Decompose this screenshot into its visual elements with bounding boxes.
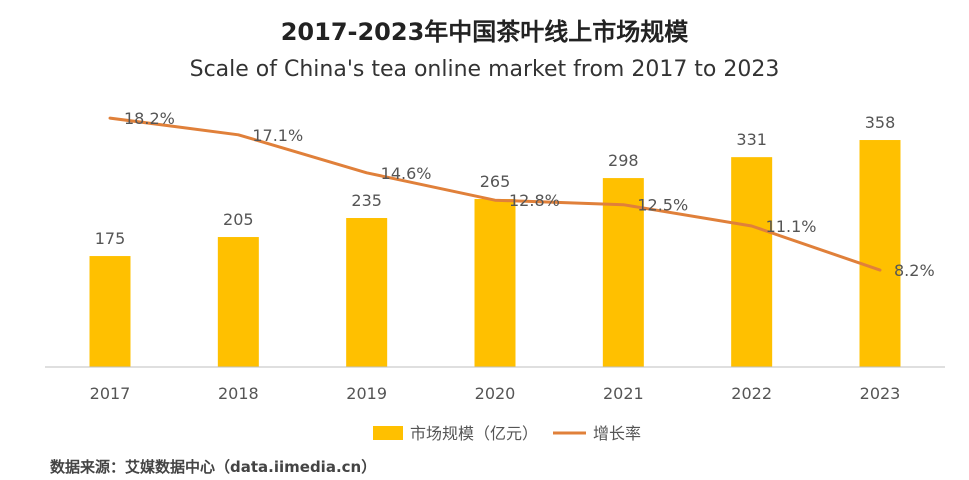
x-tick-label: 2022	[731, 384, 772, 403]
legend-line-label: 增长率	[593, 424, 641, 443]
bar-value-label: 175	[95, 229, 126, 248]
growth-rate-label: 12.8%	[509, 191, 560, 210]
legend: 市场规模（亿元） 增长率	[373, 424, 641, 443]
x-tick-label: 2018	[218, 384, 259, 403]
bar-2023	[859, 140, 901, 367]
chart-subtitle: Scale of China's tea online market from …	[189, 57, 780, 82]
growth-rate-label: 14.6%	[381, 164, 432, 183]
bar-2019	[346, 218, 388, 367]
bar-value-label: 358	[865, 113, 896, 132]
x-tick-label: 2019	[346, 384, 387, 403]
growth-rate-line	[108, 116, 882, 272]
bar-value-label: 298	[608, 151, 639, 170]
x-tick-label: 2023	[860, 384, 901, 403]
bar-value-label: 265	[480, 172, 511, 191]
bar-2021	[602, 178, 644, 367]
growth-rate-label: 12.5%	[637, 196, 688, 215]
growth-rate-label: 18.2%	[124, 109, 175, 128]
x-tick-label: 2020	[475, 384, 516, 403]
x-tick-label: 2021	[603, 384, 644, 403]
source-note: 数据来源：艾媒数据中心（data.iimedia.cn）	[50, 458, 377, 476]
legend-bar-label: 市场规模（亿元）	[410, 424, 538, 443]
chart-title: 2017-2023年中国茶叶线上市场规模	[280, 18, 689, 46]
bar-2020	[474, 198, 516, 367]
bar-value-label: 205	[223, 210, 254, 229]
bar-labels-layer: 175 205 235 265 298 331 358	[95, 113, 896, 248]
bar-2022	[731, 157, 773, 367]
bar-2017	[89, 256, 131, 367]
bar-value-label: 331	[736, 130, 767, 149]
growth-rate-label: 8.2%	[894, 261, 935, 280]
x-tick-label: 2017	[90, 384, 131, 403]
legend-bar-swatch	[373, 426, 403, 440]
growth-rate-label: 17.1%	[252, 126, 303, 145]
bars-layer	[89, 140, 901, 367]
x-ticks-layer: 2017 2018 2019 2020 2021 2022 2023	[90, 384, 901, 403]
growth-line-layer	[108, 116, 882, 272]
bar-2018	[217, 237, 259, 367]
bar-value-label: 235	[351, 191, 382, 210]
growth-rate-label: 11.1%	[766, 217, 817, 236]
growth-labels-layer: 18.2% 17.1% 14.6% 12.8% 12.5% 11.1% 8.2%	[124, 109, 935, 280]
